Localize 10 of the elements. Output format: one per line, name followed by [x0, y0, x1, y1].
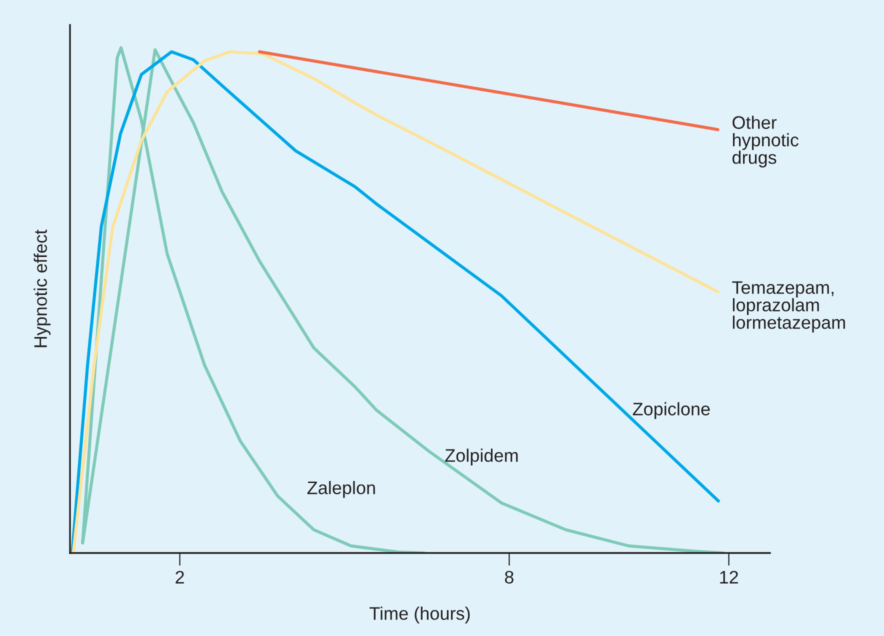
- series-label: Temazepam, loprazolam lormetazepam: [732, 281, 845, 332]
- series-label: Other hypnotic drugs: [732, 116, 799, 168]
- x-axis-title: Time (hours): [370, 606, 470, 624]
- series-label: Zaleplon: [307, 480, 375, 498]
- series-label: Zopiclone: [632, 402, 710, 420]
- x-tick-label: 8: [504, 570, 514, 584]
- y-axis-title: Hypnotic effect: [34, 230, 51, 348]
- series-label: Zolpidem: [445, 448, 518, 466]
- x-tick-label: 12: [720, 570, 738, 584]
- x-tick-label: 2: [176, 570, 184, 584]
